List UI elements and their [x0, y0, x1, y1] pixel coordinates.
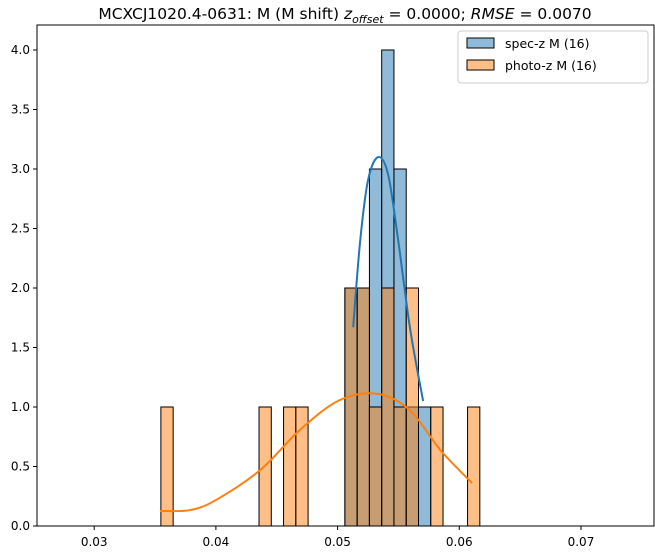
y-tick-label: 1.0	[11, 400, 30, 414]
bars-layer	[63, 49, 624, 527]
plot-frame	[36, 24, 655, 527]
kde-line-series-0	[352, 156, 425, 402]
bar-series-1-bin-0	[160, 406, 174, 527]
y-tick-label: 1.5	[11, 340, 30, 354]
axes-layer: 0.03 0.04 0.05 0.06 0.07 0.0 0.5 1.0 1.5 2.0 2.5 3.…	[11, 24, 655, 549]
bar-series-1-bin-25	[467, 406, 481, 527]
title-z-sub: offset	[352, 13, 384, 26]
bar-series-1-bin-20	[405, 287, 419, 527]
x-tick-label: 0.05	[324, 535, 351, 549]
title-z-val: = 0.0000;	[384, 5, 471, 23]
bar-series-1-bin-16	[356, 287, 370, 527]
bar-series-1-bin-17	[368, 406, 383, 527]
y-tick-label: 4.0	[11, 43, 30, 57]
legend-swatch-0	[466, 37, 495, 49]
legend-label-1: photo-z M (16)	[505, 58, 597, 73]
x-tick-label: 0.06	[446, 535, 473, 549]
bar-series-1-bin-22	[430, 406, 444, 527]
legend-swatch-1	[466, 59, 495, 71]
legend: spec-z M (16) photo-z M (16)	[457, 30, 649, 84]
kde-layer	[160, 156, 473, 513]
bar-series-1-bin-18	[381, 287, 395, 527]
x-tick-label: 0.03	[81, 535, 108, 549]
y-tick-label: 0.5	[11, 459, 30, 473]
title-main: MCXCJ1020.4-0631: M (M shift)	[98, 5, 344, 23]
y-tick-label: 2.5	[11, 221, 30, 235]
bar-series-1-bin-19	[393, 406, 407, 527]
bar-series-1-bin-10	[283, 406, 297, 527]
y-tick-label: 3.5	[11, 102, 30, 116]
kde-line-series-1	[160, 392, 473, 513]
bar-series-1-bin-15	[344, 287, 358, 527]
title-rmse: RMSE	[471, 5, 515, 23]
y-tick-label: 0.0	[11, 519, 30, 533]
title-z: z	[343, 5, 353, 23]
legend-label-0: spec-z M (16)	[505, 36, 589, 51]
title-rmse-val: = 0.0070	[515, 5, 592, 23]
bar-series-0-bin-21	[417, 406, 432, 527]
x-tick-label: 0.04	[203, 535, 230, 549]
x-tick-label: 0.07	[568, 535, 595, 549]
y-tick-label: 2.0	[11, 281, 30, 295]
chart-title: MCXCJ1020.4-0631: M (M shift) zoffset = …	[98, 5, 591, 26]
y-tick-label: 3.0	[11, 162, 30, 176]
legend-box	[457, 30, 649, 84]
